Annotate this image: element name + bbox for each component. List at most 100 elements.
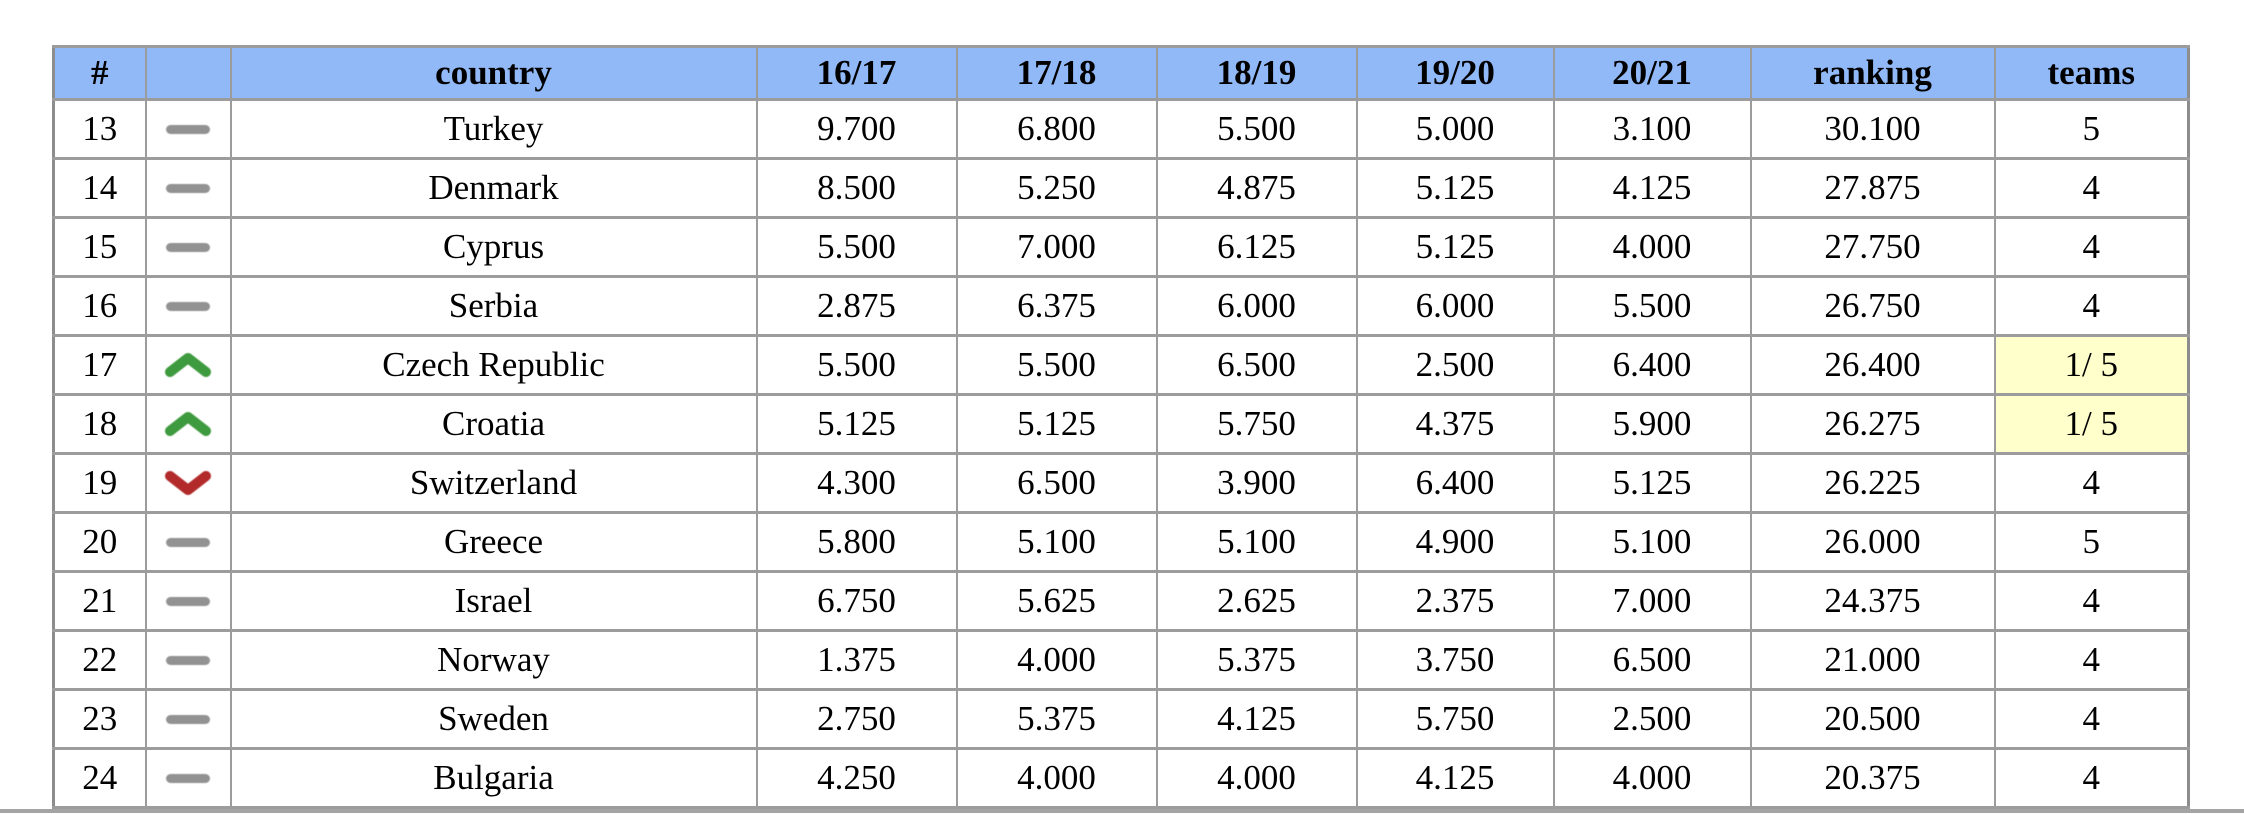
- season-value-cell: 5.625: [955, 570, 1158, 632]
- season-value-cell: 9.700: [755, 98, 958, 160]
- teams-cell: 5: [1993, 511, 2190, 573]
- header-season-17-18: 17/18: [955, 45, 1158, 101]
- season-value-cell: 5.750: [1155, 393, 1358, 455]
- country-coefficient-table: # country 16/17 17/18 18/19 19/20 20/21 ranking…: [52, 45, 2190, 809]
- teams-cell: 4: [1993, 688, 2190, 750]
- season-value-cell: 5.500: [955, 334, 1158, 396]
- trend-cell: [144, 452, 232, 514]
- season-value-cell: 5.125: [755, 393, 958, 455]
- table-row: 24 Bulgaria 4.250 4.000 4.000 4.125 4.000 20.37…: [52, 747, 2190, 809]
- season-value-cell: 4.000: [1155, 747, 1358, 809]
- header-season-19-20: 19/20: [1355, 45, 1555, 101]
- rank-cell: 16: [52, 275, 147, 337]
- trend-up-icon: [165, 353, 211, 377]
- country-cell: Switzerland: [229, 452, 758, 514]
- rank-cell: 13: [52, 98, 147, 160]
- table-row: 14 Denmark 8.500 5.250 4.875 5.125 4.125 27.875…: [52, 157, 2190, 219]
- season-value-cell: 7.000: [1552, 570, 1752, 632]
- season-value-cell: 5.800: [755, 511, 958, 573]
- ranking-cell: 26.000: [1749, 511, 1996, 573]
- trend-down-icon: [165, 471, 211, 495]
- season-value-cell: 2.375: [1355, 570, 1555, 632]
- header-season-18-19: 18/19: [1155, 45, 1358, 101]
- season-value-cell: 4.000: [1552, 216, 1752, 278]
- table-row: 19 Switzerland 4.300 6.500 3.900 6.400 5.125 26…: [52, 452, 2190, 514]
- season-value-cell: 5.125: [1355, 157, 1555, 219]
- trend-same-icon: [166, 124, 210, 134]
- bottom-divider: [0, 809, 2244, 813]
- rank-cell: 18: [52, 393, 147, 455]
- rank-cell: 14: [52, 157, 147, 219]
- season-value-cell: 3.900: [1155, 452, 1358, 514]
- season-value-cell: 5.125: [955, 393, 1158, 455]
- season-value-cell: 2.750: [755, 688, 958, 750]
- rank-cell: 15: [52, 216, 147, 278]
- season-value-cell: 5.500: [1552, 275, 1752, 337]
- header-row: # country 16/17 17/18 18/19 19/20 20/21 ranking…: [52, 45, 2190, 101]
- country-cell: Greece: [229, 511, 758, 573]
- table-row: 18 Croatia 5.125 5.125 5.750 4.375 5.900 26.275…: [52, 393, 2190, 455]
- ranking-cell: 26.275: [1749, 393, 1996, 455]
- season-value-cell: 4.875: [1155, 157, 1358, 219]
- teams-cell: 4: [1993, 275, 2190, 337]
- trend-same-icon: [166, 596, 210, 606]
- ranking-cell: 20.375: [1749, 747, 1996, 809]
- season-value-cell: 5.125: [1355, 216, 1555, 278]
- country-cell: Croatia: [229, 393, 758, 455]
- country-cell: Denmark: [229, 157, 758, 219]
- season-value-cell: 5.750: [1355, 688, 1555, 750]
- trend-cell: [144, 511, 232, 573]
- ranking-cell: 27.750: [1749, 216, 1996, 278]
- country-cell: Sweden: [229, 688, 758, 750]
- season-value-cell: 4.000: [955, 629, 1158, 691]
- season-value-cell: 6.000: [1155, 275, 1358, 337]
- season-value-cell: 2.500: [1552, 688, 1752, 750]
- table-row: 15 Cyprus 5.500 7.000 6.125 5.125 4.000 27.750 4: [52, 216, 2190, 278]
- season-value-cell: 6.800: [955, 98, 1158, 160]
- header-teams: teams: [1993, 45, 2190, 101]
- season-value-cell: 2.625: [1155, 570, 1358, 632]
- country-cell: Norway: [229, 629, 758, 691]
- trend-cell: [144, 393, 232, 455]
- trend-cell: [144, 747, 232, 809]
- trend-same-icon: [166, 714, 210, 724]
- header-ranking: ranking: [1749, 45, 1996, 101]
- rank-cell: 24: [52, 747, 147, 809]
- season-value-cell: 4.900: [1355, 511, 1555, 573]
- rank-cell: 17: [52, 334, 147, 396]
- rank-cell: 19: [52, 452, 147, 514]
- season-value-cell: 4.300: [755, 452, 958, 514]
- season-value-cell: 6.400: [1552, 334, 1752, 396]
- trend-cell: [144, 98, 232, 160]
- table-row: 13 Turkey 9.700 6.800 5.500 5.000 3.100 30.100 5: [52, 98, 2190, 160]
- teams-cell: 4: [1993, 570, 2190, 632]
- country-cell: Czech Republic: [229, 334, 758, 396]
- table-row: 21 Israel 6.750 5.625 2.625 2.375 7.000 24.375 4: [52, 570, 2190, 632]
- teams-cell: 1/ 5: [1993, 393, 2190, 455]
- header-season-20-21: 20/21: [1552, 45, 1752, 101]
- table-body: 13 Turkey 9.700 6.800 5.500 5.000 3.100 30.100 5…: [52, 98, 2190, 809]
- header-rank: #: [52, 45, 147, 101]
- season-value-cell: 3.100: [1552, 98, 1752, 160]
- season-value-cell: 4.125: [1355, 747, 1555, 809]
- trend-cell: [144, 275, 232, 337]
- ranking-cell: 26.400: [1749, 334, 1996, 396]
- season-value-cell: 1.375: [755, 629, 958, 691]
- trend-up-icon: [165, 412, 211, 436]
- season-value-cell: 4.250: [755, 747, 958, 809]
- season-value-cell: 6.500: [1552, 629, 1752, 691]
- season-value-cell: 5.125: [1552, 452, 1752, 514]
- country-cell: Serbia: [229, 275, 758, 337]
- season-value-cell: 4.375: [1355, 393, 1555, 455]
- season-value-cell: 4.000: [1552, 747, 1752, 809]
- trend-cell: [144, 334, 232, 396]
- header-country: country: [229, 45, 758, 101]
- season-value-cell: 4.125: [1155, 688, 1358, 750]
- teams-cell: 4: [1993, 216, 2190, 278]
- teams-cell: 4: [1993, 747, 2190, 809]
- ranking-cell: 26.225: [1749, 452, 1996, 514]
- country-cell: Turkey: [229, 98, 758, 160]
- trend-same-icon: [166, 773, 210, 783]
- season-value-cell: 4.125: [1552, 157, 1752, 219]
